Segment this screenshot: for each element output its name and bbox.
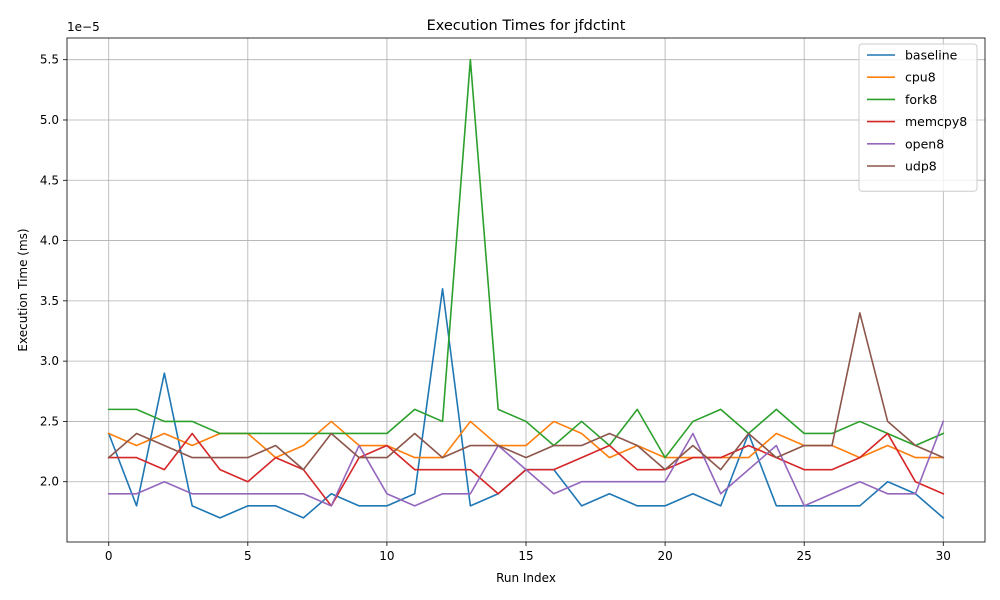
series-line-open8 [107, 420, 945, 507]
legend-entry-fork8: fork8 [905, 92, 937, 107]
y-axis: 2.0 2.5 3.0 3.5 4.0 4.5 5.0 5.5 [40, 53, 67, 489]
x-tick-label: 10 [379, 549, 394, 563]
legend-entry-memcpy8: memcpy8 [905, 114, 967, 129]
y-tick-label: 2.0 [40, 475, 59, 489]
legend-entry-open8: open8 [905, 136, 944, 151]
series-line-fork8 [107, 58, 945, 459]
x-tick-label: 15 [518, 549, 533, 563]
legend-entry-cpu8: cpu8 [905, 70, 936, 85]
y-tick-label: 5.5 [40, 53, 59, 67]
y-tick-label: 3.5 [40, 294, 59, 308]
x-tick-label: 0 [105, 549, 113, 563]
y-tick-label: 5.0 [40, 113, 59, 127]
x-axis-label: Run Index [496, 571, 556, 585]
x-tick-label: 20 [657, 549, 672, 563]
y-tick-label: 2.5 [40, 414, 59, 428]
legend-box [858, 43, 978, 192]
grid [67, 38, 985, 542]
y-axis-label: Execution Time (ms) [16, 228, 30, 351]
series-line-udp8 [107, 312, 945, 471]
legend-entry-baseline: baseline [905, 48, 958, 63]
x-tick-label: 30 [936, 549, 951, 563]
x-tick-label: 5 [244, 549, 252, 563]
legend: baseline cpu8 fork8 memcpy8 open8 udp8 [858, 43, 978, 192]
y-offset-label: 1e−5 [67, 20, 100, 34]
series-group [107, 58, 945, 520]
y-tick-label: 3.0 [40, 354, 59, 368]
x-axis: 0 5 10 15 20 25 30 [105, 542, 951, 563]
chart-title: Execution Times for jfdctint [427, 18, 626, 34]
y-tick-label: 4.0 [40, 234, 59, 248]
y-tick-label: 4.5 [40, 173, 59, 187]
x-tick-label: 25 [797, 549, 812, 563]
legend-entry-udp8: udp8 [905, 159, 937, 174]
